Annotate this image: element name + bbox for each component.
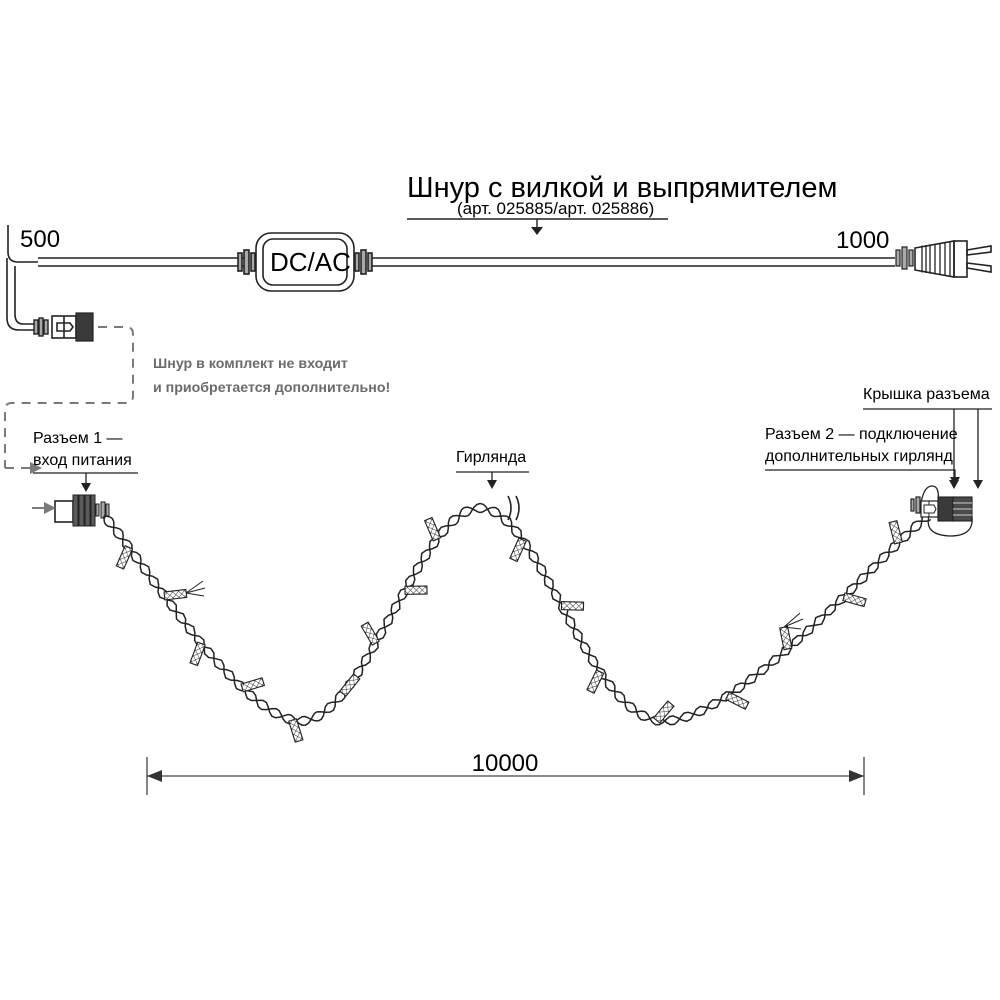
svg-text:Гирлянда: Гирлянда: [456, 449, 526, 466]
svg-text:вход питания: вход питания: [33, 452, 132, 469]
svg-text:Разъем 1 —: Разъем 1 —: [33, 430, 123, 447]
svg-text:и приобретается дополнительно!: и приобретается дополнительно!: [153, 380, 390, 396]
svg-text:1000: 1000: [836, 227, 889, 254]
svg-text:Шнур в комплект не входит: Шнур в комплект не входит: [153, 356, 348, 372]
svg-text:Разъем 2 — подключение: Разъем 2 — подключение: [765, 426, 958, 443]
svg-text:500: 500: [20, 226, 60, 253]
svg-text:дополнительных гирлянд: дополнительных гирлянд: [765, 448, 953, 465]
svg-text:Крышка разъема: Крышка разъема: [863, 386, 990, 403]
svg-text:DC/AC: DC/AC: [270, 247, 351, 277]
svg-text:10000: 10000: [472, 750, 539, 777]
svg-text:(арт. 025885/арт. 025886): (арт. 025885/арт. 025886): [457, 199, 654, 218]
